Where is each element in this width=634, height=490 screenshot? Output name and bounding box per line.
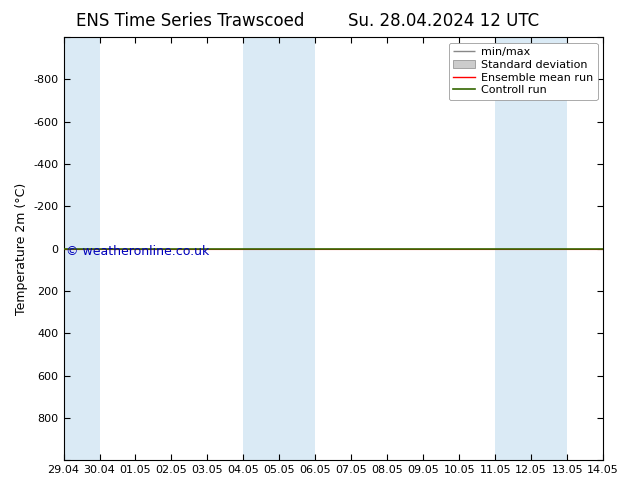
Bar (243, 37, 315, 460)
Text: Su. 28.04.2024 12 UTC: Su. 28.04.2024 12 UTC (348, 12, 540, 30)
Bar (63, 37, 100, 460)
Text: ENS Time Series Trawscoed: ENS Time Series Trawscoed (76, 12, 304, 30)
Text: © weatheronline.co.uk: © weatheronline.co.uk (66, 245, 209, 258)
Bar (495, 37, 567, 460)
Legend: min/max, Standard deviation, Ensemble mean run, Controll run: min/max, Standard deviation, Ensemble me… (449, 43, 598, 100)
Y-axis label: Temperature 2m (°C): Temperature 2m (°C) (15, 182, 28, 315)
